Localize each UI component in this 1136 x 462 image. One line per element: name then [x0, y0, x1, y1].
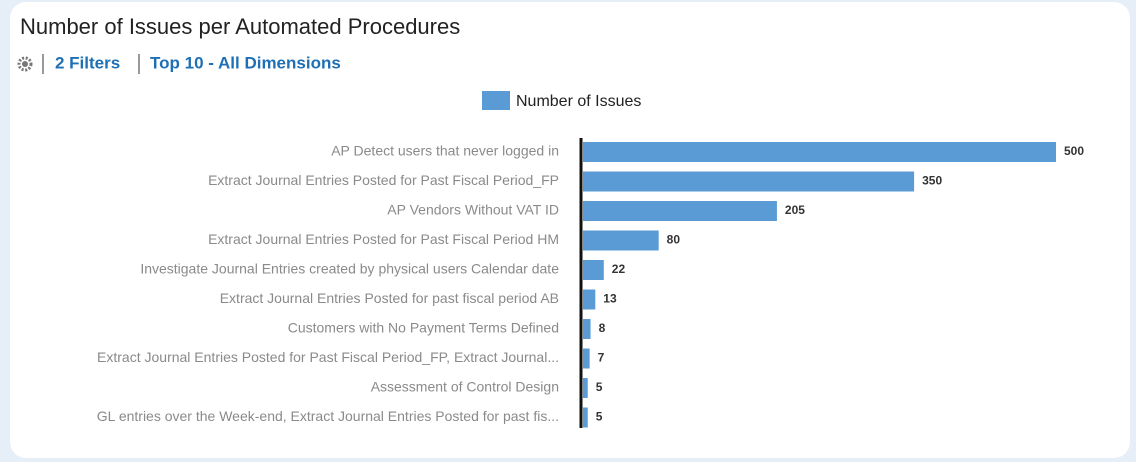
bar: [583, 348, 590, 369]
settings-icon[interactable]: [17, 56, 33, 72]
category-label: Extract Journal Entries Posted for Past …: [208, 172, 559, 188]
category-label: GL entries over the Week-end, Extract Jo…: [97, 408, 559, 424]
value-label: 5: [596, 410, 603, 424]
category-label: Investigate Journal Entries created by p…: [140, 261, 559, 277]
ranking-link[interactable]: Top 10 - All Dimensions: [150, 53, 341, 72]
filters-link[interactable]: 2 Filters: [55, 53, 120, 72]
legend-label: Number of Issues: [516, 93, 641, 110]
value-label: 5: [596, 380, 603, 394]
value-label: 500: [1064, 144, 1084, 158]
value-label: 22: [612, 262, 626, 276]
bar: [583, 171, 915, 192]
value-label: 13: [603, 292, 617, 306]
bar: [583, 260, 604, 280]
value-label: 205: [785, 203, 805, 217]
value-label: 80: [667, 233, 681, 247]
value-label: 8: [599, 321, 606, 335]
category-label: Extract Journal Entries Posted for Past …: [97, 349, 559, 365]
bar: [583, 230, 659, 251]
bar: [583, 142, 1056, 162]
category-label: Customers with No Payment Terms Defined: [288, 320, 559, 336]
chart-title: Number of Issues per Automated Procedure…: [20, 14, 460, 39]
bar: [583, 289, 596, 310]
bar: [583, 407, 588, 428]
value-label: 350: [922, 174, 942, 188]
bar: [583, 201, 777, 221]
category-label: Extract Journal Entries Posted for Past …: [208, 231, 559, 247]
category-label: AP Vendors Without VAT ID: [387, 202, 559, 218]
legend-swatch: [482, 91, 510, 110]
card: [10, 2, 1130, 458]
bar: [583, 378, 588, 398]
value-label: 7: [598, 351, 605, 365]
bar: [583, 319, 591, 339]
category-label: Extract Journal Entries Posted for past …: [220, 290, 559, 306]
category-label: Assessment of Control Design: [371, 379, 559, 395]
category-label: AP Detect users that never logged in: [331, 143, 559, 159]
